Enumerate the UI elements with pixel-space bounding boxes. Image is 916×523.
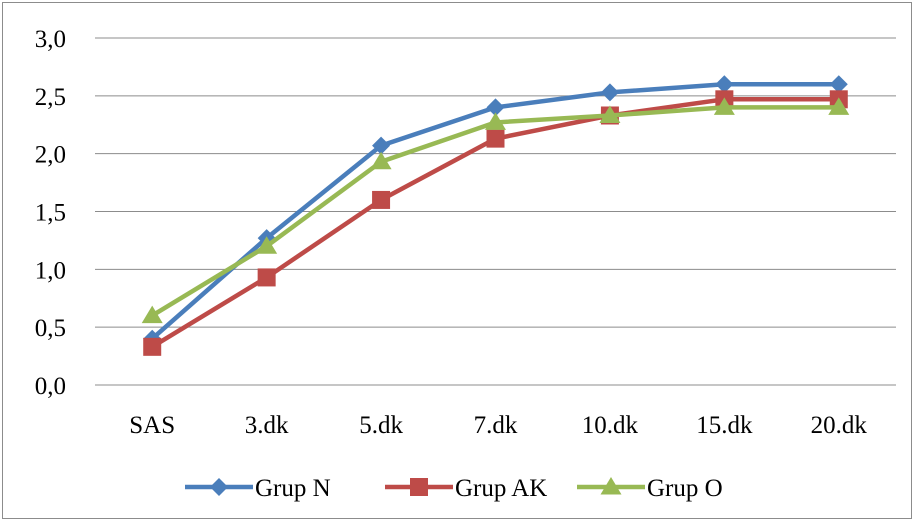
data-point xyxy=(715,75,734,94)
data-point xyxy=(600,83,619,102)
y-tick-label: 0,0 xyxy=(35,373,66,400)
x-tick-label: 20.dk xyxy=(811,412,868,439)
legend-item: Grup O xyxy=(577,475,723,502)
x-tick-label: 7.dk xyxy=(474,412,518,439)
legend-item: Grup N xyxy=(185,475,331,502)
y-tick-label: 2,0 xyxy=(35,142,66,169)
data-point xyxy=(829,75,848,94)
x-tick-label: 5.dk xyxy=(359,412,403,439)
series-group xyxy=(141,75,850,356)
x-tick-label: 15.dk xyxy=(696,412,753,439)
y-tick-label: 1,5 xyxy=(35,200,66,227)
legend-marker xyxy=(210,478,228,496)
y-tick-label: 1,0 xyxy=(35,257,66,284)
data-point xyxy=(370,151,392,170)
y-tick-label: 2,5 xyxy=(35,84,66,111)
x-tick-label: 3.dk xyxy=(245,412,289,439)
data-point xyxy=(713,97,735,115)
data-point xyxy=(486,129,505,148)
data-point xyxy=(372,136,391,155)
data-point xyxy=(141,305,163,324)
y-tick-label: 0,5 xyxy=(35,315,66,342)
data-point xyxy=(372,190,391,209)
legend-marker xyxy=(410,478,428,496)
data-point xyxy=(828,97,850,115)
legend-label: Grup AK xyxy=(455,475,547,502)
legend-label: Grup O xyxy=(647,475,723,502)
data-point xyxy=(486,98,505,117)
series-2 xyxy=(143,90,848,356)
legend: Grup N Grup AK Grup O xyxy=(185,475,723,502)
data-point xyxy=(257,268,276,287)
data-point xyxy=(485,112,506,130)
legend-marker xyxy=(600,477,622,495)
y-tick-label: 3,0 xyxy=(35,26,66,53)
legend-item: Grup AK xyxy=(385,475,547,502)
y-axis-ticks: 0,0 0,5 1,0 1,5 2,0 2,5 3,0 xyxy=(35,26,66,400)
x-tick-label: SAS xyxy=(129,412,175,439)
data-point xyxy=(599,105,621,123)
series-3 xyxy=(141,97,850,324)
x-tick-label: 10.dk xyxy=(582,412,639,439)
data-point xyxy=(143,337,162,356)
data-point xyxy=(256,236,278,254)
gridlines xyxy=(95,37,896,386)
x-axis-ticks: SAS 3.dk 5.dk 7.dk 10.dk 15.dk 20.dk xyxy=(129,412,867,439)
legend-label: Grup N xyxy=(255,475,331,502)
